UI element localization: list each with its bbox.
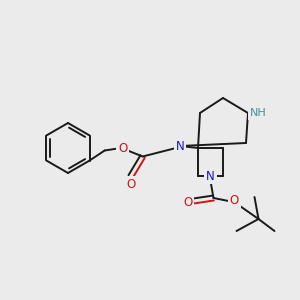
Text: O: O: [230, 194, 239, 208]
Text: O: O: [126, 178, 135, 191]
Text: N: N: [206, 169, 215, 182]
Text: NH: NH: [250, 108, 266, 118]
Text: O: O: [118, 142, 127, 155]
Text: O: O: [183, 196, 192, 208]
Text: N: N: [176, 140, 184, 152]
